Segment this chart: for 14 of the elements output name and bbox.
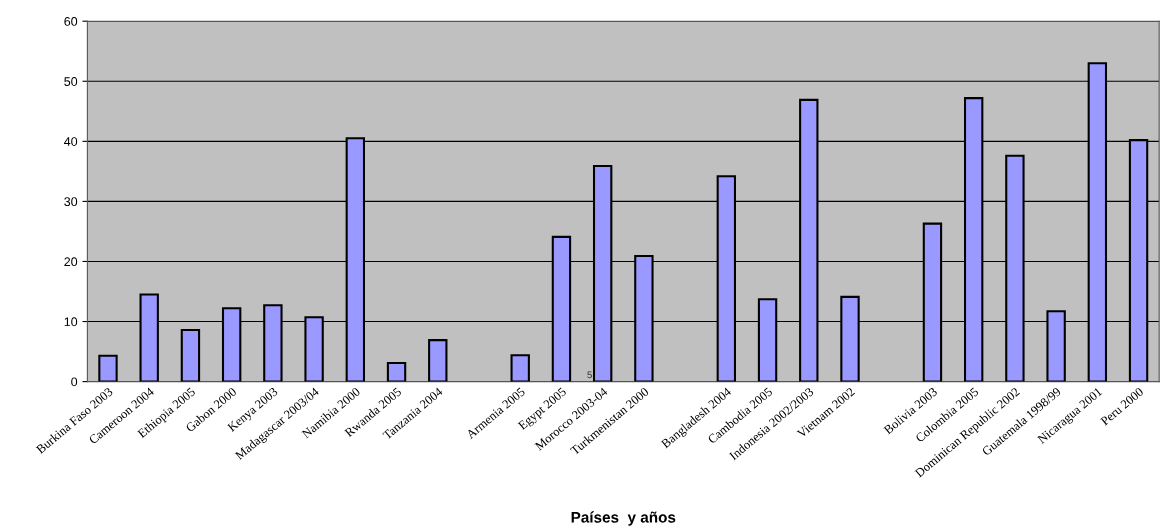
- y-tick-label: 20: [64, 257, 78, 267]
- bar: [428, 339, 448, 382]
- y-tick-label: 0: [71, 377, 78, 387]
- y-tick-label: 40: [64, 137, 78, 146]
- bar: [510, 354, 530, 382]
- y-tick-label: 10: [64, 317, 78, 327]
- bar: [180, 328, 201, 382]
- y-tick-label: 60: [64, 17, 78, 26]
- bar: [386, 361, 407, 382]
- y-tick-label: 50: [64, 77, 78, 86]
- x-axis-title: Países y años: [571, 511, 676, 526]
- y-tick-label: 30: [64, 197, 78, 207]
- bar: [98, 354, 118, 382]
- annotation: 5: [587, 371, 592, 379]
